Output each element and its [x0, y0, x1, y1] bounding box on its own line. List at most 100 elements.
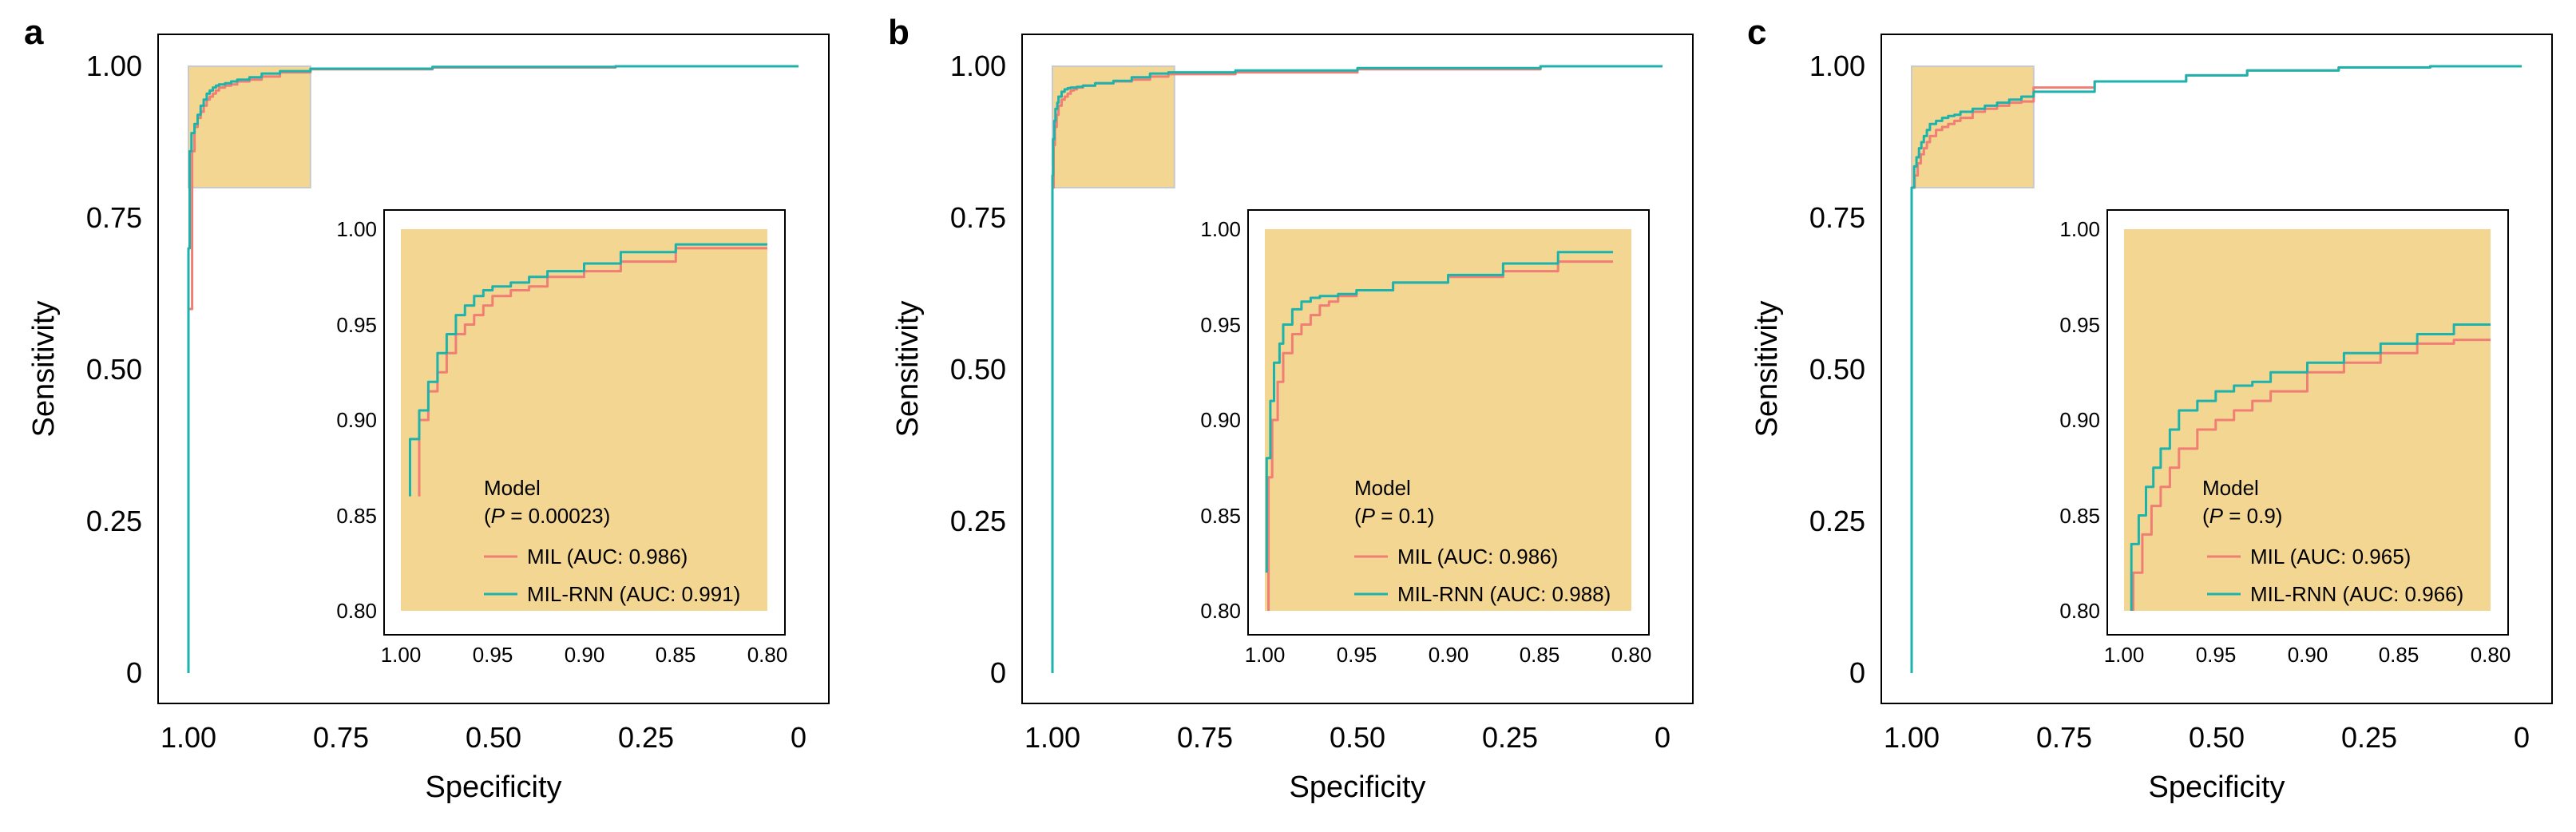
y-tick: 0.25	[86, 505, 142, 537]
panel-a-y-ticks: 0 0.25 0.50 0.75 1.00	[86, 50, 142, 689]
inset-y-tick: 0.90	[2059, 408, 2100, 432]
panel-c-inset-lines	[2130, 323, 2491, 611]
x-tick: 0.75	[1177, 721, 1233, 754]
inset-y-tick: 1.00	[2059, 217, 2100, 241]
inset-y-tick: 0.95	[2059, 313, 2100, 337]
legend-p-symbol: P	[491, 504, 505, 528]
legend-p-value: (P = 0.1)	[1354, 504, 1434, 528]
zoom-rectangle	[1911, 65, 2035, 188]
roc-line-mil-rnn	[187, 65, 799, 673]
panel-b-frame	[1021, 34, 1694, 704]
legend-title: Model	[1354, 476, 1411, 500]
y-tick: 0.50	[1809, 353, 1865, 386]
x-tick: 0.50	[1330, 721, 1385, 754]
x-tick: 0.50	[466, 721, 521, 754]
x-axis-label: Specificity	[425, 771, 561, 804]
inset-frame	[1247, 209, 1650, 636]
y-tick: 0	[126, 656, 142, 689]
x-tick: 0.75	[2036, 721, 2092, 754]
y-tick: 1.00	[86, 50, 142, 82]
inset-x-tick: 0.95	[473, 643, 513, 667]
inset-roc-line-mil-rnn	[409, 243, 767, 497]
panel-c-frame	[1880, 34, 2553, 704]
panel-c-y-ticks: 0 0.25 0.50 0.75 1.00	[1809, 50, 1865, 689]
inset-y-tick: 0.80	[336, 599, 377, 623]
panel-c: c 0 0.25 0.50 0.75 1.00 1.00 0.75 0.50 0…	[1747, 13, 2553, 804]
panel-c-roc-lines	[1910, 65, 2522, 673]
inset-x-tick: 0.95	[2196, 643, 2237, 667]
panel-a-frame	[157, 34, 830, 704]
legend-entry-mil: MIL (AUC: 0.986)	[527, 545, 688, 569]
y-tick: 0.50	[86, 353, 142, 386]
inset-roc-line-mil	[2132, 339, 2491, 611]
x-tick: 1.00	[161, 721, 216, 754]
panel-b-inset: 0.80 0.85 0.90 0.95 1.00 1.00 0.95 0.90 …	[1200, 209, 1652, 667]
inset-x-tick: 1.00	[2104, 643, 2145, 667]
legend-p-value: (P = 0.00023)	[484, 504, 610, 528]
y-tick: 0.75	[1809, 201, 1865, 234]
inset-y-tick: 1.00	[1200, 217, 1241, 241]
y-axis-label: Sensitivity	[1750, 300, 1784, 437]
y-axis-label: Sensitivity	[27, 300, 61, 437]
inset-x-tick: 0.90	[1429, 643, 1469, 667]
inset-y-tick: 0.85	[2059, 504, 2100, 528]
inset-y-tick: 0.95	[1200, 313, 1241, 337]
x-tick: 0.25	[1482, 721, 1538, 754]
panel-a-inset: 0.80 0.85 0.90 0.95 1.00 1.00 0.95 0.90 …	[336, 209, 787, 667]
inset-x-tick: 1.00	[381, 643, 422, 667]
panel-letter-a: a	[24, 13, 44, 52]
legend-entry-mil-rnn: MIL-RNN (AUC: 0.966)	[2250, 582, 2463, 606]
inset-legend: Model (P = 0.1) MIL (AUC: 0.986) MIL-RNN…	[1354, 476, 1611, 606]
inset-y-ticks: 0.80 0.85 0.90 0.95 1.00	[2059, 217, 2100, 623]
inset-x-tick: 0.80	[1611, 643, 1652, 667]
legend-p-number: = 0.00023)	[505, 504, 610, 528]
legend-p-symbol: P	[2209, 504, 2224, 528]
x-tick: 1.00	[1884, 721, 1940, 754]
panel-a-x-ticks: 1.00 0.75 0.50 0.25 0	[161, 721, 806, 754]
legend-p-number: = 0.9)	[2223, 504, 2282, 528]
legend-p-number: = 0.1)	[1375, 504, 1434, 528]
x-tick: 1.00	[1024, 721, 1080, 754]
y-tick: 0.25	[1809, 505, 1865, 537]
panel-a-roc-lines	[187, 65, 799, 673]
inset-x-tick: 0.85	[656, 643, 696, 667]
inset-zoom-fill	[401, 229, 767, 611]
panel-b-inset-lines	[1265, 251, 1613, 611]
panel-b: b 0 0.25 0.50 0.75 1.00 1.00 0.75 0.50 0…	[888, 13, 1694, 804]
inset-x-tick: 0.85	[1520, 643, 1560, 667]
inset-x-tick: 0.90	[2288, 643, 2328, 667]
panel-letter-c: c	[1747, 13, 1766, 52]
y-tick: 0.75	[86, 201, 142, 234]
panel-c-inset: 0.80 0.85 0.90 0.95 1.00 1.00 0.95 0.90 …	[2059, 209, 2511, 667]
y-tick: 0	[990, 656, 1006, 689]
inset-y-tick: 1.00	[336, 217, 377, 241]
roc-line-mil-rnn	[1910, 65, 2522, 673]
panel-a-zoom-region	[188, 65, 311, 188]
inset-y-tick: 0.80	[2059, 599, 2100, 623]
panel-c-zoom-region	[1911, 65, 2035, 188]
inset-x-tick: 0.90	[565, 643, 605, 667]
legend-entry-mil-rnn: MIL-RNN (AUC: 0.991)	[527, 582, 740, 606]
legend-entry-mil: MIL (AUC: 0.986)	[1397, 545, 1558, 569]
y-tick: 1.00	[1809, 50, 1865, 82]
inset-frame	[2106, 209, 2509, 636]
panel-a: a 0 0.25 0.50 0.75 1.00 1.00 0.75 0.50 0…	[24, 13, 830, 804]
inset-y-tick: 0.80	[1200, 599, 1241, 623]
inset-y-ticks: 0.80 0.85 0.90 0.95 1.00	[336, 217, 377, 623]
x-tick: 0.25	[2341, 721, 2397, 754]
legend-p-value: (P = 0.9)	[2202, 504, 2282, 528]
inset-y-tick: 0.85	[336, 504, 377, 528]
panel-b-roc-lines	[1051, 65, 1663, 673]
y-tick: 0.75	[950, 201, 1006, 234]
panel-b-x-ticks: 1.00 0.75 0.50 0.25 0	[1024, 721, 1670, 754]
inset-frame	[383, 209, 786, 636]
inset-zoom-fill	[2124, 229, 2491, 611]
legend-title: Model	[484, 476, 541, 500]
panel-letter-b: b	[888, 13, 910, 52]
inset-y-tick: 0.90	[336, 408, 377, 432]
x-axis-label: Specificity	[1289, 771, 1425, 804]
panel-a-inset-lines	[409, 243, 767, 497]
y-tick: 1.00	[950, 50, 1006, 82]
legend-entry-mil-rnn: MIL-RNN (AUC: 0.988)	[1397, 582, 1611, 606]
y-tick: 0.25	[950, 505, 1006, 537]
